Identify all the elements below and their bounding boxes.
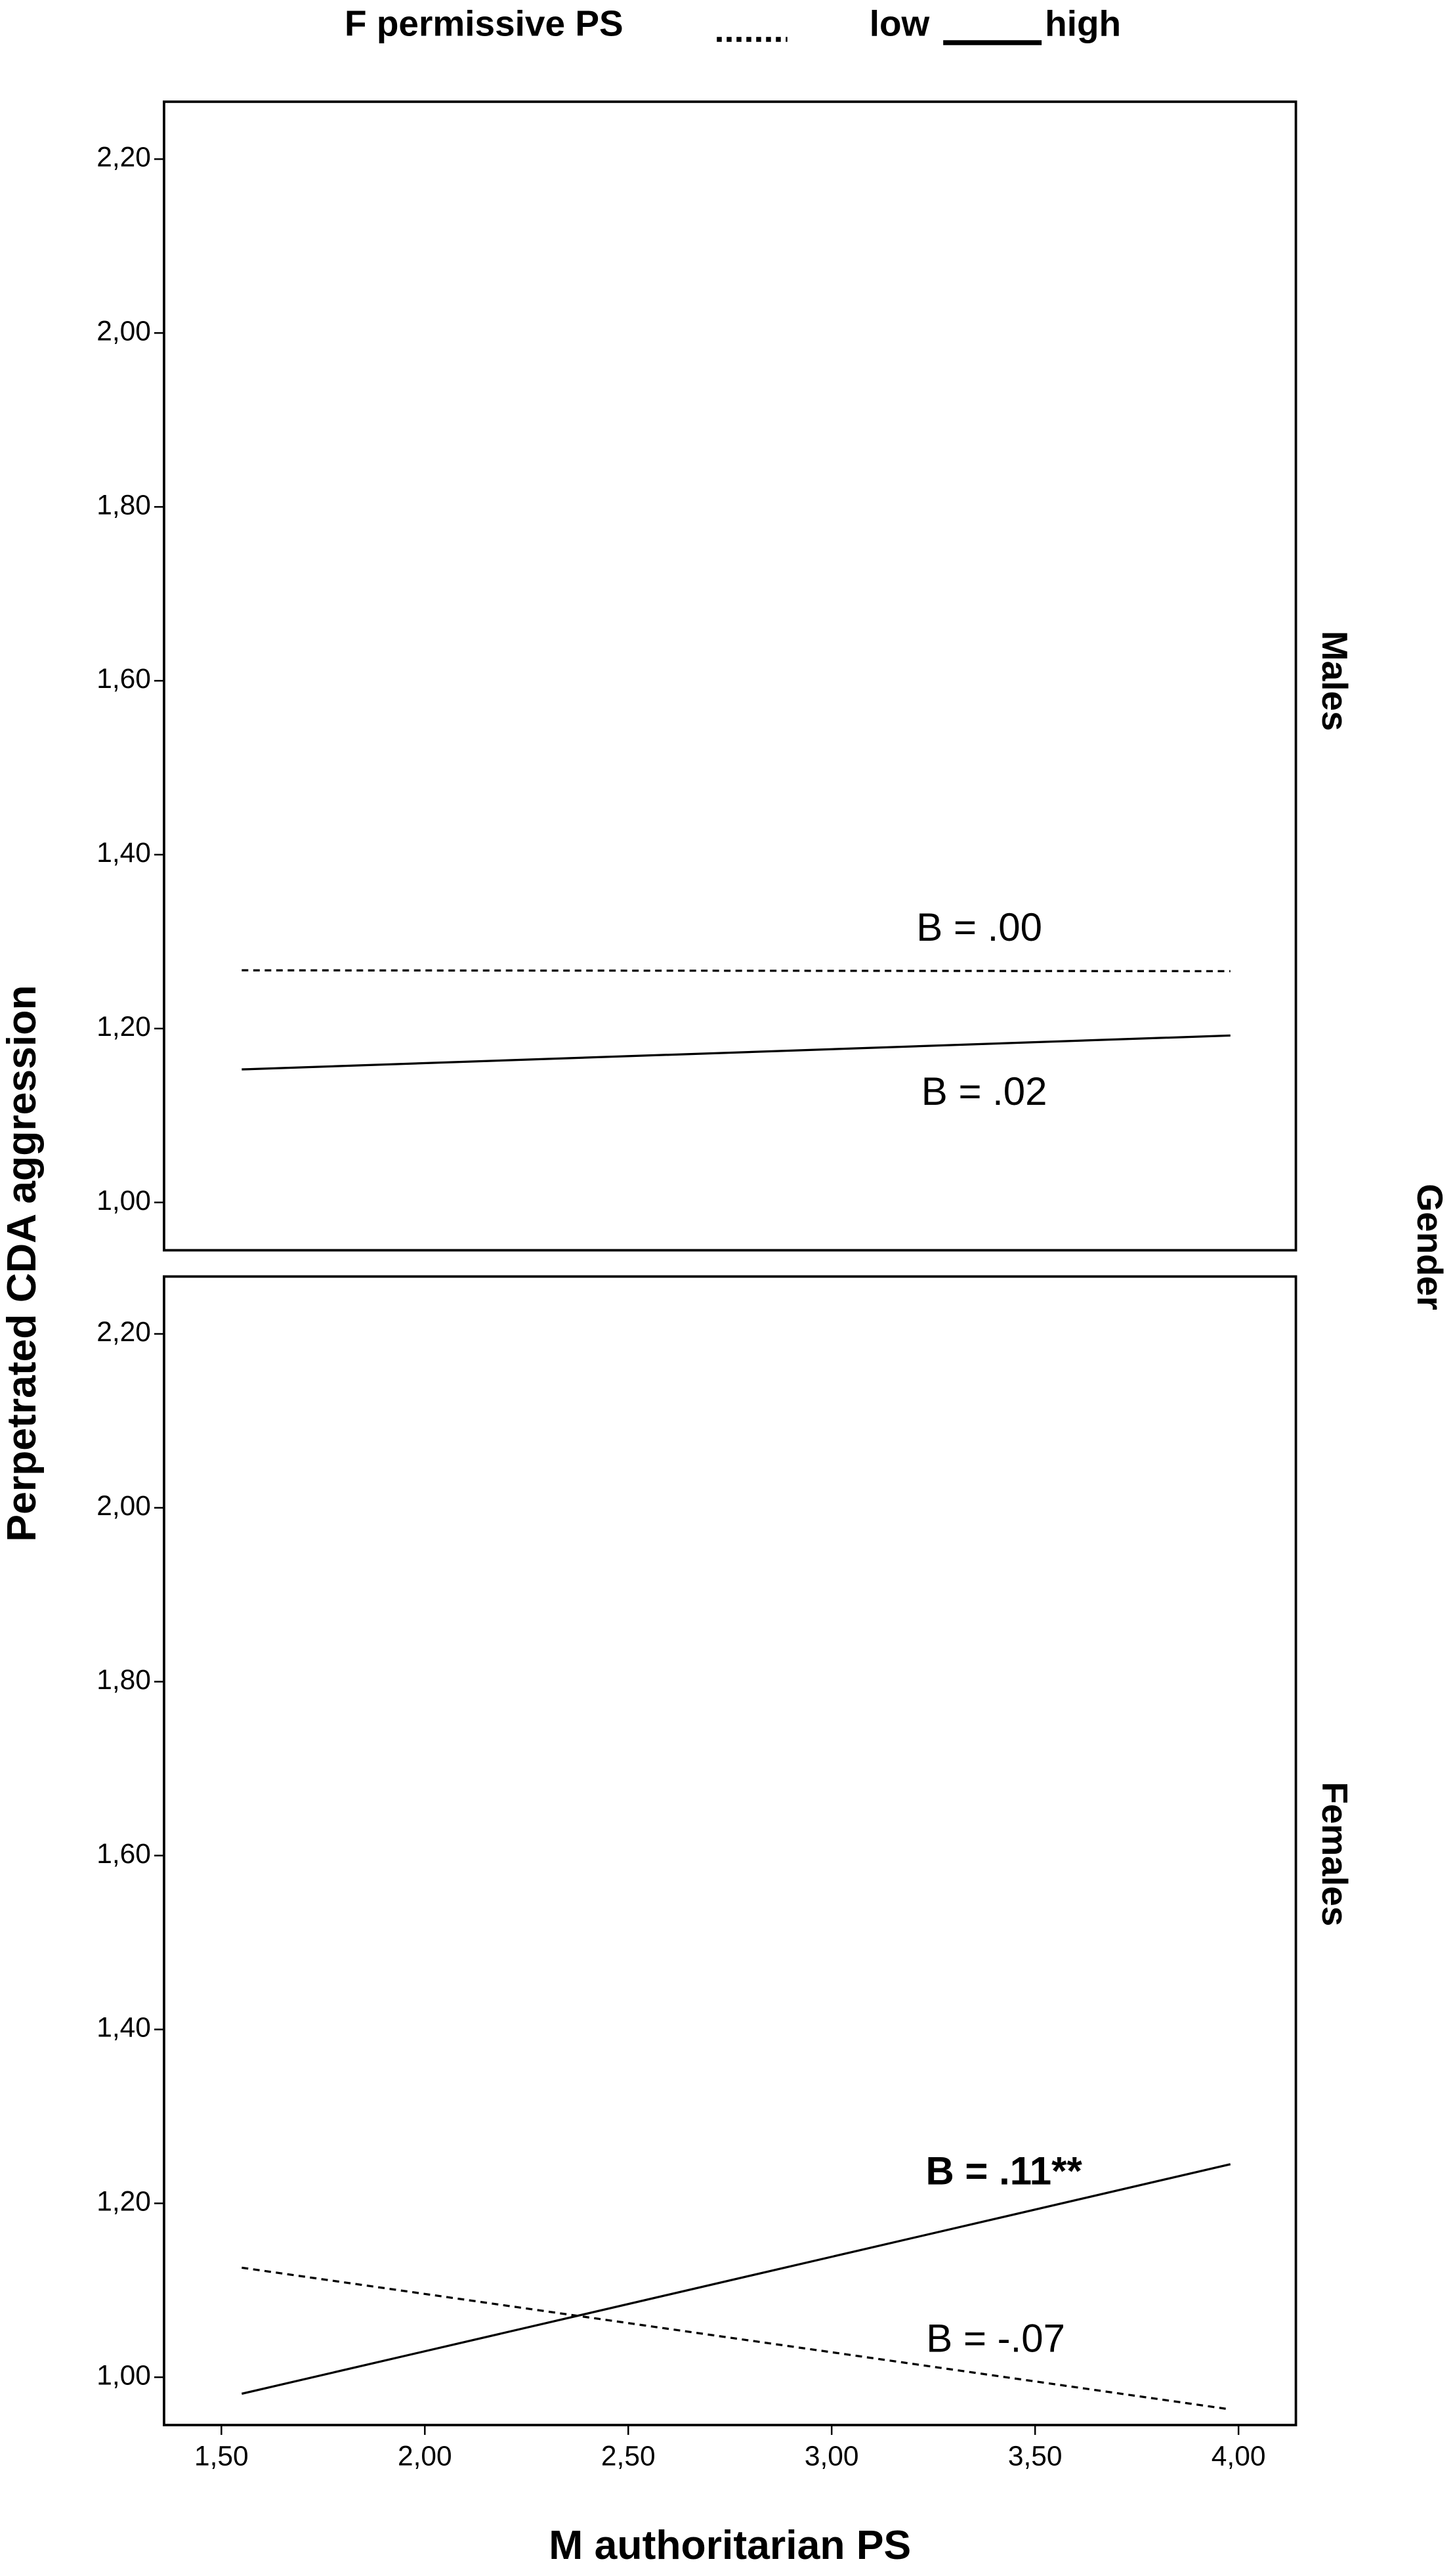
y-tick-label: 1,40 [96, 838, 151, 869]
y-tick-label: 1,20 [96, 2187, 151, 2218]
x-tick-label: 3,50 [1008, 2441, 1063, 2472]
data-line [242, 2266, 1231, 2411]
facet-title: Gender [1410, 1184, 1450, 1310]
y-tick-label: 1,00 [96, 2360, 151, 2391]
x-tick-label: 4,00 [1212, 2441, 1266, 2472]
y-tick-label: 1,40 [96, 2013, 151, 2044]
y-tick-label: 1,20 [96, 1012, 151, 1042]
y-tick-label: 2,00 [96, 316, 151, 347]
annotation: B = .00 [916, 905, 1042, 949]
x-axis-label: M authoritarian PS [549, 2522, 911, 2568]
annotation: B = .02 [921, 1069, 1047, 1113]
y-tick-label: 1,00 [96, 1186, 151, 1216]
panel-frame [163, 1275, 1297, 2426]
annotation: B = .11** [925, 2149, 1082, 2193]
x-tick-label: 2,50 [601, 2441, 656, 2472]
y-tick-label: 1,60 [96, 664, 151, 695]
annotation: B = -.07 [926, 2316, 1065, 2360]
y-tick-label: 1,80 [96, 1665, 151, 1696]
x-tick-label: 2,00 [398, 2441, 452, 2472]
y-tick-label: 2,00 [96, 1491, 151, 1522]
data-line [242, 1034, 1231, 1071]
facet-label: Males [1315, 631, 1355, 731]
x-tick-label: 3,00 [805, 2441, 859, 2472]
legend-title: F permissive PS [345, 3, 623, 44]
y-tick-label: 2,20 [96, 1317, 151, 1348]
legend-label: high [1045, 3, 1121, 44]
y-axis-label: Perpetrated CDA aggression [0, 985, 45, 1541]
y-tick-label: 1,60 [96, 1839, 151, 1870]
data-line [242, 969, 1231, 973]
legend-label: low [870, 3, 930, 44]
panel-frame [163, 100, 1297, 1252]
y-tick-label: 1,80 [96, 490, 151, 521]
facet-label: Females [1315, 1782, 1355, 1926]
y-tick-label: 2,20 [96, 142, 151, 173]
x-tick-label: 1,50 [194, 2441, 249, 2472]
data-line [241, 2163, 1231, 2395]
